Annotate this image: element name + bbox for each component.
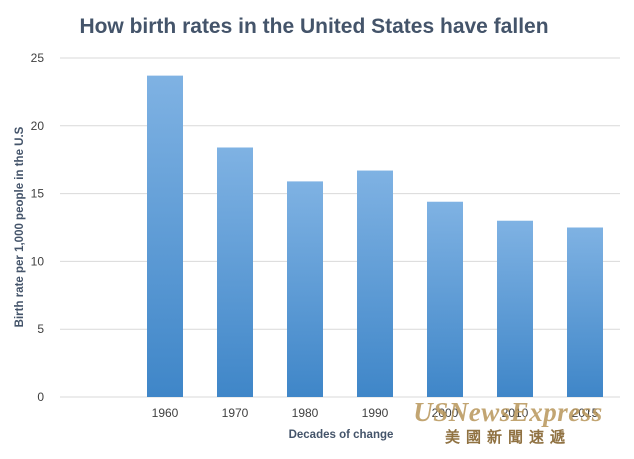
x-tick-label: 1990 — [362, 406, 389, 420]
gridlines — [60, 57, 620, 398]
y-tick-label: 0 — [37, 390, 44, 404]
bar-1990 — [357, 170, 393, 397]
y-tick-label: 5 — [37, 322, 44, 336]
x-axis-ticks: 1960 1970 1980 1990 2000 2010 2015 — [152, 406, 599, 420]
bar-1960 — [147, 75, 183, 398]
bar-2000 — [427, 201, 463, 397]
x-tick-label: 1960 — [152, 406, 179, 420]
x-tick-label: 1970 — [222, 406, 249, 420]
y-axis-label: Birth rate per 1,000 people in the U.S — [14, 126, 26, 327]
y-axis-ticks: 0 5 10 15 20 25 — [31, 51, 45, 404]
x-tick-label: 2015 — [572, 406, 599, 420]
bar-1970 — [217, 147, 253, 397]
bar-2010 — [497, 220, 533, 397]
y-tick-label: 10 — [31, 254, 45, 268]
x-tick-label: 2010 — [502, 406, 529, 420]
x-axis-label: Decades of change — [289, 429, 394, 441]
x-tick-label: 2000 — [432, 406, 459, 420]
bars — [147, 75, 603, 398]
y-tick-label: 20 — [31, 119, 45, 133]
y-tick-label: 25 — [31, 51, 45, 65]
y-tick-label: 15 — [31, 187, 45, 201]
bar-2015 — [567, 227, 603, 397]
chart-title: How birth rates in the United States hav… — [79, 15, 548, 38]
bar-1980 — [287, 181, 323, 397]
x-tick-label: 1980 — [292, 406, 319, 420]
